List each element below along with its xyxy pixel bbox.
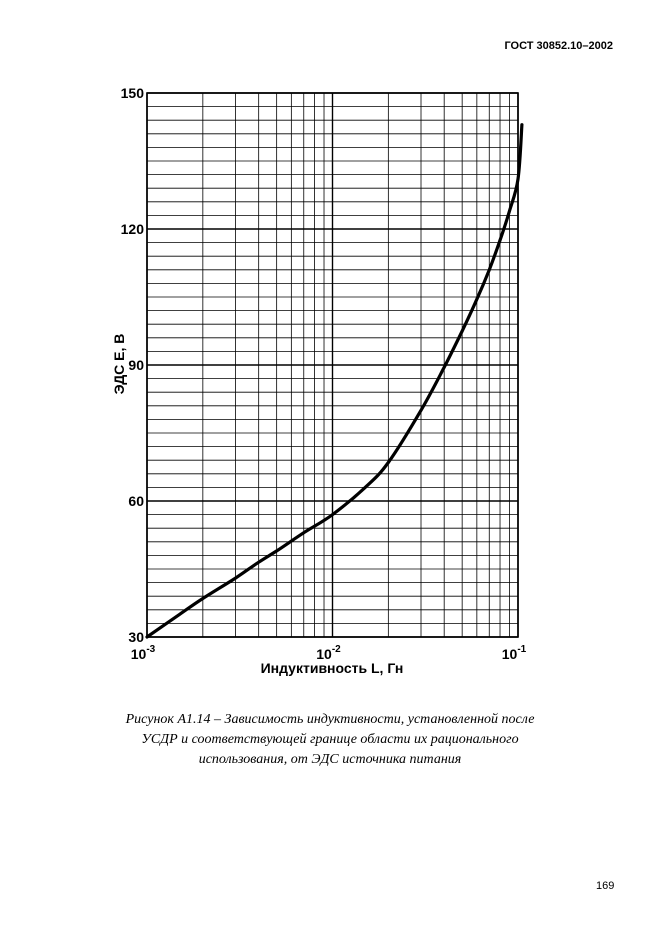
chart-series — [145, 123, 524, 639]
caption-line: использования, от ЭДС источника питания — [198, 752, 462, 767]
emf-inductance-curve — [145, 123, 524, 639]
page-number: 169 — [596, 880, 615, 892]
standard-header: ГОСТ 30852.10–2002 — [504, 40, 613, 52]
y-tick-label: 30 — [128, 629, 144, 645]
caption-line: УСДР и соответствующей границе области и… — [141, 732, 519, 747]
y-tick-label: 150 — [121, 85, 145, 101]
y-tick-labels: 30 60 90 120 150 — [121, 85, 145, 645]
x-tick-label: 10-3 — [131, 644, 156, 662]
y-tick-label: 90 — [128, 357, 144, 373]
figure-caption: Рисунок А1.14 – Зависимость индуктивност… — [60, 710, 600, 770]
x-tick-label: 10-2 — [316, 644, 341, 662]
x-axis-label: Индуктивность L, Гн — [261, 660, 404, 676]
y-tick-label: 60 — [128, 493, 144, 509]
x-tick-labels: 10-3 10-2 10-1 — [131, 644, 527, 662]
y-axis-label: ЭДС E, В — [111, 334, 127, 395]
caption-line: Рисунок А1.14 – Зависимость индуктивност… — [125, 712, 535, 727]
inductance-emf-chart: 30 60 90 120 150 10-3 10-2 10-1 ЭДС E, В Индук… — [111, 85, 527, 676]
y-tick-label: 120 — [121, 221, 145, 237]
chart-grid — [146, 92, 519, 638]
x-tick-label: 10-1 — [502, 644, 527, 662]
